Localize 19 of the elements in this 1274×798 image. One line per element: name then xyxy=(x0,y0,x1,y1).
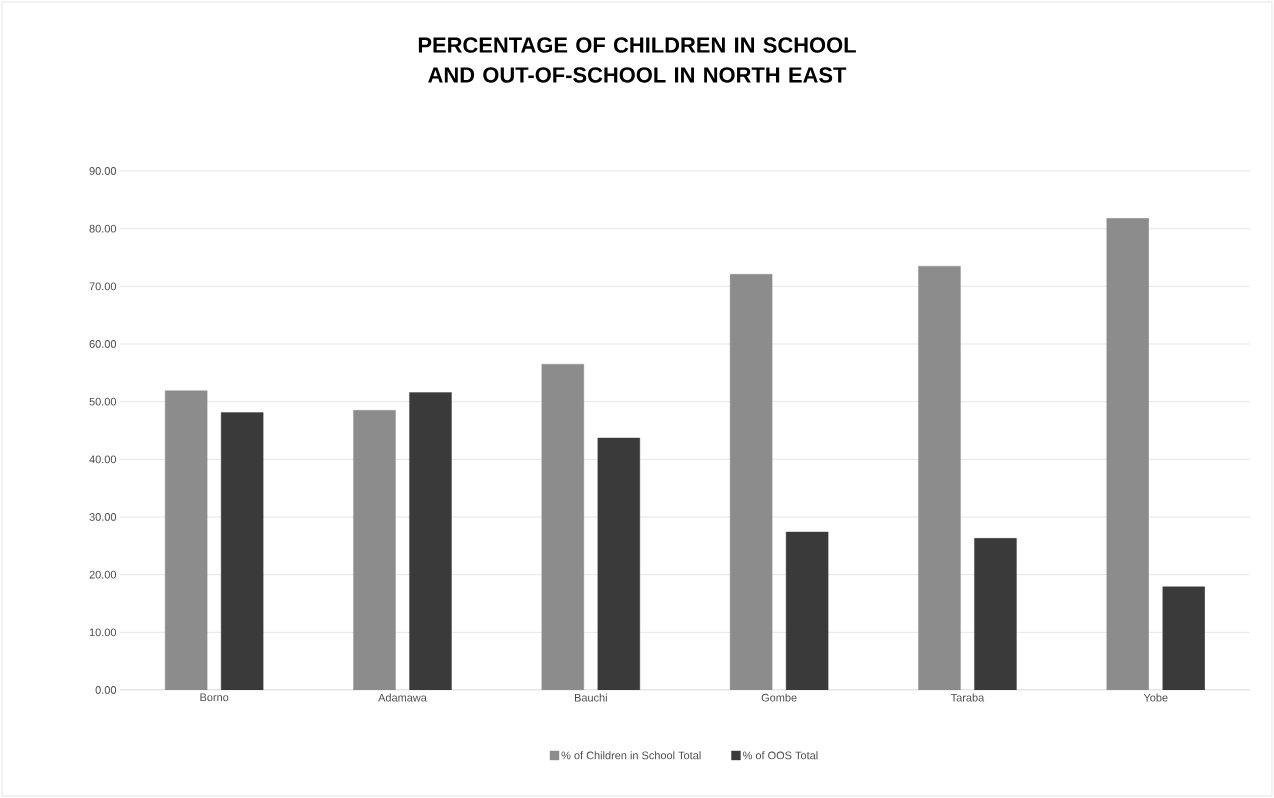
x-tick-label: Adamawa xyxy=(378,693,427,702)
y-tick-label: 10.00 xyxy=(89,628,117,637)
y-tick-label: 90.00 xyxy=(89,167,117,175)
y-tick-label: 40.00 xyxy=(89,455,117,464)
chart-title: PERCENTAGE OF CHILDREN IN SCHOOL AND OUT-OF-SCHOOL IN NORTH EAST xyxy=(418,37,856,83)
y-tick-label: 70.00 xyxy=(89,282,117,291)
y-tick-label: 0.00 xyxy=(95,686,117,694)
y-tick-label: 20.00 xyxy=(89,570,117,579)
y-tick-label: 80.00 xyxy=(89,224,117,233)
x-tick-label: Taraba xyxy=(950,693,985,702)
legend-label: % of OOS Total xyxy=(743,751,818,760)
y-tick-label: 60.00 xyxy=(89,340,117,348)
legend-label: % of Children in School Total xyxy=(561,751,701,760)
y-tick-label: 30.00 xyxy=(89,513,117,521)
x-tick-label: Gombe xyxy=(761,693,797,702)
x-tick-label: Bauchi xyxy=(574,693,607,702)
x-tick-label: Yobe xyxy=(1143,693,1168,702)
x-tick-label: Borno xyxy=(200,693,229,702)
y-tick-label: 50.00 xyxy=(89,397,117,406)
